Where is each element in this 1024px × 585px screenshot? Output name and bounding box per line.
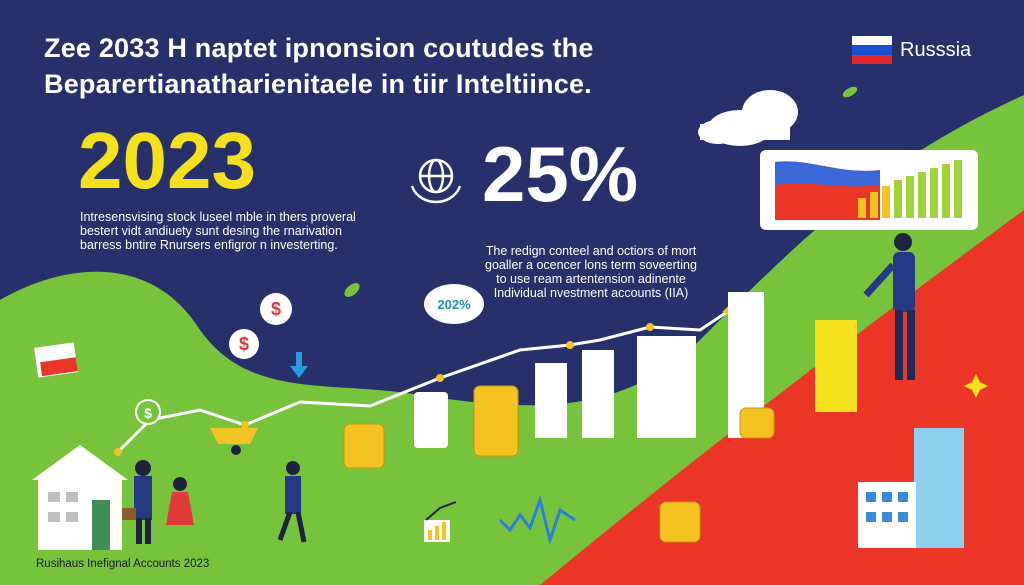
svg-text:$: $ bbox=[144, 405, 152, 421]
house-icon bbox=[32, 445, 128, 550]
yellow-pedestal bbox=[815, 320, 857, 412]
svg-text:$: $ bbox=[239, 334, 249, 354]
mid-description-line-1: The redign conteel and octiors of mort bbox=[485, 244, 697, 258]
leaf-icon bbox=[344, 283, 360, 297]
mid-description: The redign conteel and octiors of mort g… bbox=[476, 244, 706, 300]
wave-line bbox=[498, 494, 576, 546]
left-description-line-2: bestert vidt andiuety sunt desing the rn… bbox=[80, 224, 342, 238]
hero-percent: 25% bbox=[482, 130, 639, 218]
globe-hands-icon bbox=[410, 158, 462, 204]
dollar-coin-icons: $ $ $ bbox=[135, 293, 292, 425]
people-group bbox=[122, 460, 307, 544]
person-icon bbox=[863, 233, 915, 380]
hero-year: 2023 bbox=[78, 116, 256, 205]
bar-1 bbox=[535, 363, 567, 438]
mini-chart-icon bbox=[424, 501, 457, 542]
chart-window-icon bbox=[760, 150, 978, 230]
left-description-line-3: barress bntire Rnursers enfigror n inves… bbox=[80, 238, 338, 252]
wheelbarrow-icon bbox=[210, 428, 258, 455]
headline: Zee 2033 H naptet ipnonsion coutudes the… bbox=[44, 30, 594, 102]
percent-badge: 202% bbox=[424, 284, 484, 324]
cloud-icon bbox=[698, 90, 798, 146]
country-label: Russsia bbox=[900, 38, 972, 61]
paper-stack bbox=[414, 392, 448, 448]
mid-description-line-2: goaller a ocencer lons term soveerting bbox=[485, 258, 697, 272]
country-tag: Russsia bbox=[852, 36, 971, 64]
headline-line-2: Beparertianatharienitaele in tiir Intelt… bbox=[44, 69, 592, 99]
russia-flag-icon bbox=[852, 36, 892, 64]
footer-caption: Rusihaus Inefignal Accounts 2023 bbox=[36, 558, 210, 570]
bar-4 bbox=[664, 336, 696, 438]
down-arrow-icon bbox=[290, 352, 308, 378]
left-description-line-1: Intresensvising stock luseel mble in the… bbox=[80, 210, 356, 224]
bar-3 bbox=[637, 336, 669, 438]
mid-description-line-3: to use ream artentension adinente bbox=[496, 272, 686, 286]
left-description: Intresensvising stock luseel mble in the… bbox=[80, 210, 360, 252]
svg-text:$: $ bbox=[271, 299, 281, 319]
mid-description-line-4: Individual nvestment accounts (IIA) bbox=[493, 286, 689, 300]
bar-2 bbox=[582, 350, 614, 438]
sparkle-icon bbox=[964, 374, 988, 398]
coin-stacks bbox=[343, 385, 775, 543]
headline-line-1: Zee 2033 H naptet ipnonsion coutudes the bbox=[44, 33, 594, 63]
trend-dots bbox=[114, 323, 654, 456]
flag-card bbox=[34, 342, 78, 378]
leaf-icon-top bbox=[842, 86, 858, 98]
building-icon bbox=[858, 428, 964, 548]
